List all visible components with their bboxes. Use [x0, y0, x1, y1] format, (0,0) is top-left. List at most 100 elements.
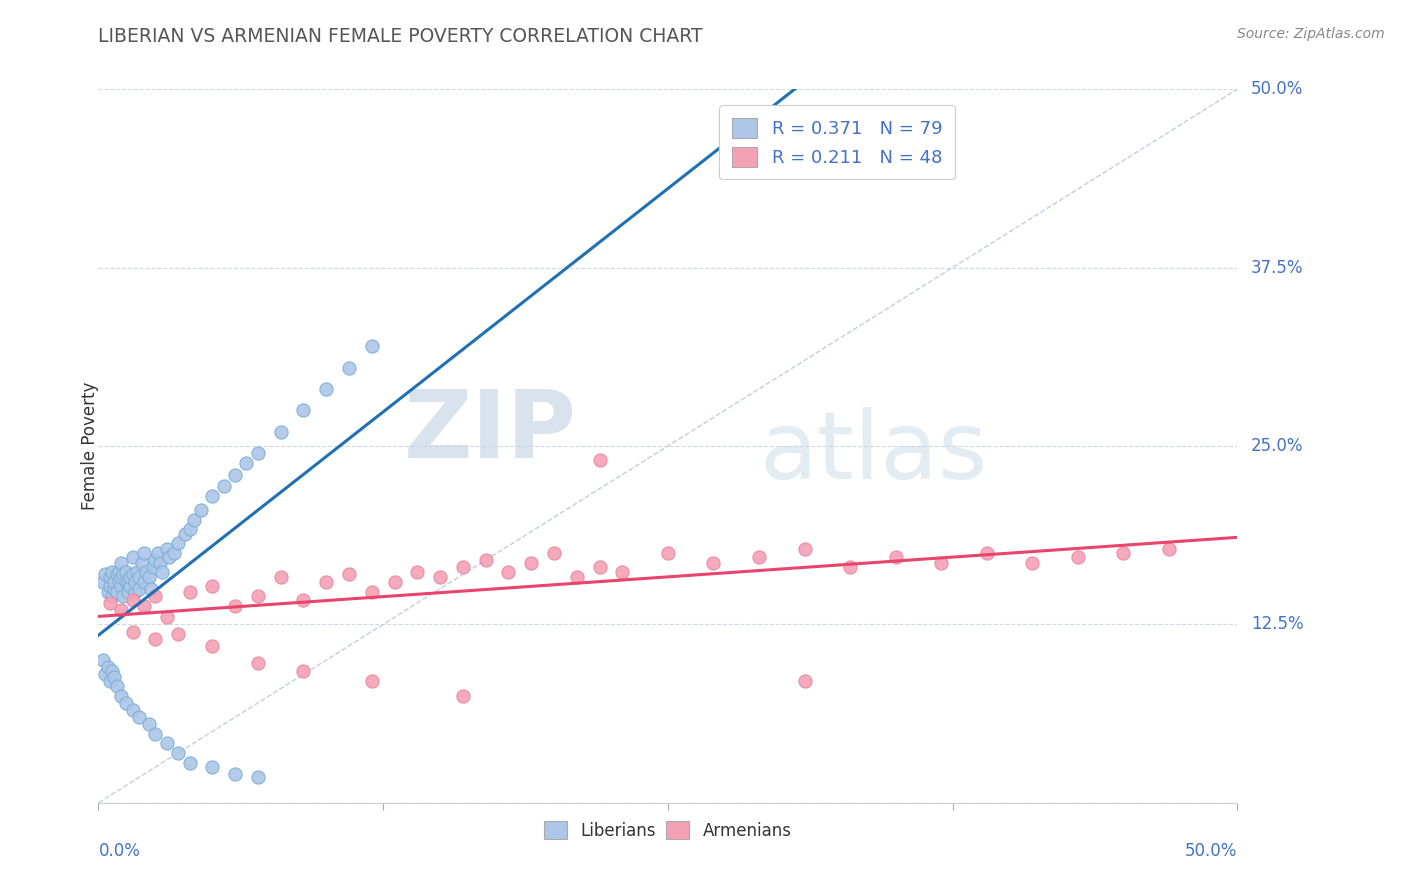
- Point: [156, 610, 179, 624]
- Point: [128, 710, 150, 724]
- Point: [657, 546, 679, 560]
- Point: [451, 560, 474, 574]
- Point: [132, 546, 155, 560]
- Point: [929, 556, 952, 570]
- Point: [337, 567, 360, 582]
- Point: [167, 746, 190, 760]
- Point: [138, 570, 160, 584]
- Point: [121, 567, 143, 582]
- Point: [292, 665, 315, 679]
- Point: [124, 574, 146, 589]
- Point: [117, 574, 139, 589]
- Point: [793, 674, 815, 689]
- Point: [884, 550, 907, 565]
- Point: [101, 665, 124, 679]
- Point: [1021, 556, 1043, 570]
- Point: [183, 513, 205, 527]
- Point: [105, 679, 128, 693]
- Point: [793, 541, 815, 556]
- Point: [145, 632, 167, 646]
- Point: [114, 565, 136, 579]
- Point: [179, 584, 201, 599]
- Point: [121, 703, 143, 717]
- Point: [156, 736, 179, 750]
- Point: [114, 696, 136, 710]
- Point: [145, 589, 167, 603]
- Point: [145, 553, 167, 567]
- Point: [101, 565, 124, 579]
- Point: [98, 579, 121, 593]
- Point: [128, 582, 150, 596]
- Point: [157, 550, 180, 565]
- Text: 50.0%: 50.0%: [1185, 842, 1237, 860]
- Point: [112, 567, 135, 582]
- Point: [110, 556, 132, 570]
- Point: [246, 446, 269, 460]
- Point: [179, 522, 201, 536]
- Point: [150, 565, 173, 579]
- Point: [120, 579, 142, 593]
- Point: [103, 582, 125, 596]
- Text: 12.5%: 12.5%: [1251, 615, 1303, 633]
- Point: [135, 565, 157, 579]
- Point: [146, 546, 169, 560]
- Text: ZIP: ZIP: [404, 385, 576, 478]
- Point: [1067, 550, 1090, 565]
- Point: [91, 574, 114, 589]
- Point: [406, 565, 429, 579]
- Point: [167, 536, 190, 550]
- Text: Source: ZipAtlas.com: Source: ZipAtlas.com: [1237, 27, 1385, 41]
- Point: [103, 670, 125, 684]
- Point: [128, 570, 150, 584]
- Point: [246, 656, 269, 670]
- Point: [156, 541, 179, 556]
- Point: [292, 593, 315, 607]
- Point: [520, 556, 543, 570]
- Point: [108, 565, 131, 579]
- Point: [246, 770, 269, 784]
- Point: [145, 727, 167, 741]
- Text: 0.0%: 0.0%: [98, 842, 141, 860]
- Point: [103, 574, 125, 589]
- Point: [315, 382, 337, 396]
- Point: [167, 627, 190, 641]
- Point: [565, 570, 588, 584]
- Point: [702, 556, 724, 570]
- Point: [127, 565, 149, 579]
- Point: [117, 584, 139, 599]
- Point: [94, 567, 117, 582]
- Point: [976, 546, 998, 560]
- Point: [315, 574, 337, 589]
- Point: [429, 570, 451, 584]
- Text: atlas: atlas: [759, 407, 987, 500]
- Point: [121, 593, 143, 607]
- Point: [96, 660, 118, 674]
- Point: [110, 603, 132, 617]
- Point: [360, 339, 382, 353]
- Point: [91, 653, 114, 667]
- Point: [201, 579, 224, 593]
- Point: [174, 527, 197, 541]
- Point: [98, 570, 121, 584]
- Point: [112, 589, 135, 603]
- Point: [121, 550, 143, 565]
- Point: [98, 674, 121, 689]
- Point: [212, 479, 235, 493]
- Point: [132, 574, 155, 589]
- Point: [543, 546, 565, 560]
- Y-axis label: Female Poverty: Female Poverty: [82, 382, 98, 510]
- Point: [121, 624, 143, 639]
- Text: 25.0%: 25.0%: [1251, 437, 1303, 455]
- Text: 50.0%: 50.0%: [1251, 80, 1303, 98]
- Point: [96, 584, 118, 599]
- Point: [246, 589, 269, 603]
- Point: [588, 453, 610, 467]
- Point: [360, 584, 382, 599]
- Point: [224, 467, 246, 482]
- Text: 37.5%: 37.5%: [1251, 259, 1303, 277]
- Point: [224, 599, 246, 613]
- Point: [120, 570, 142, 584]
- Text: LIBERIAN VS ARMENIAN FEMALE POVERTY CORRELATION CHART: LIBERIAN VS ARMENIAN FEMALE POVERTY CORR…: [98, 27, 703, 45]
- Point: [124, 584, 146, 599]
- Point: [270, 425, 292, 439]
